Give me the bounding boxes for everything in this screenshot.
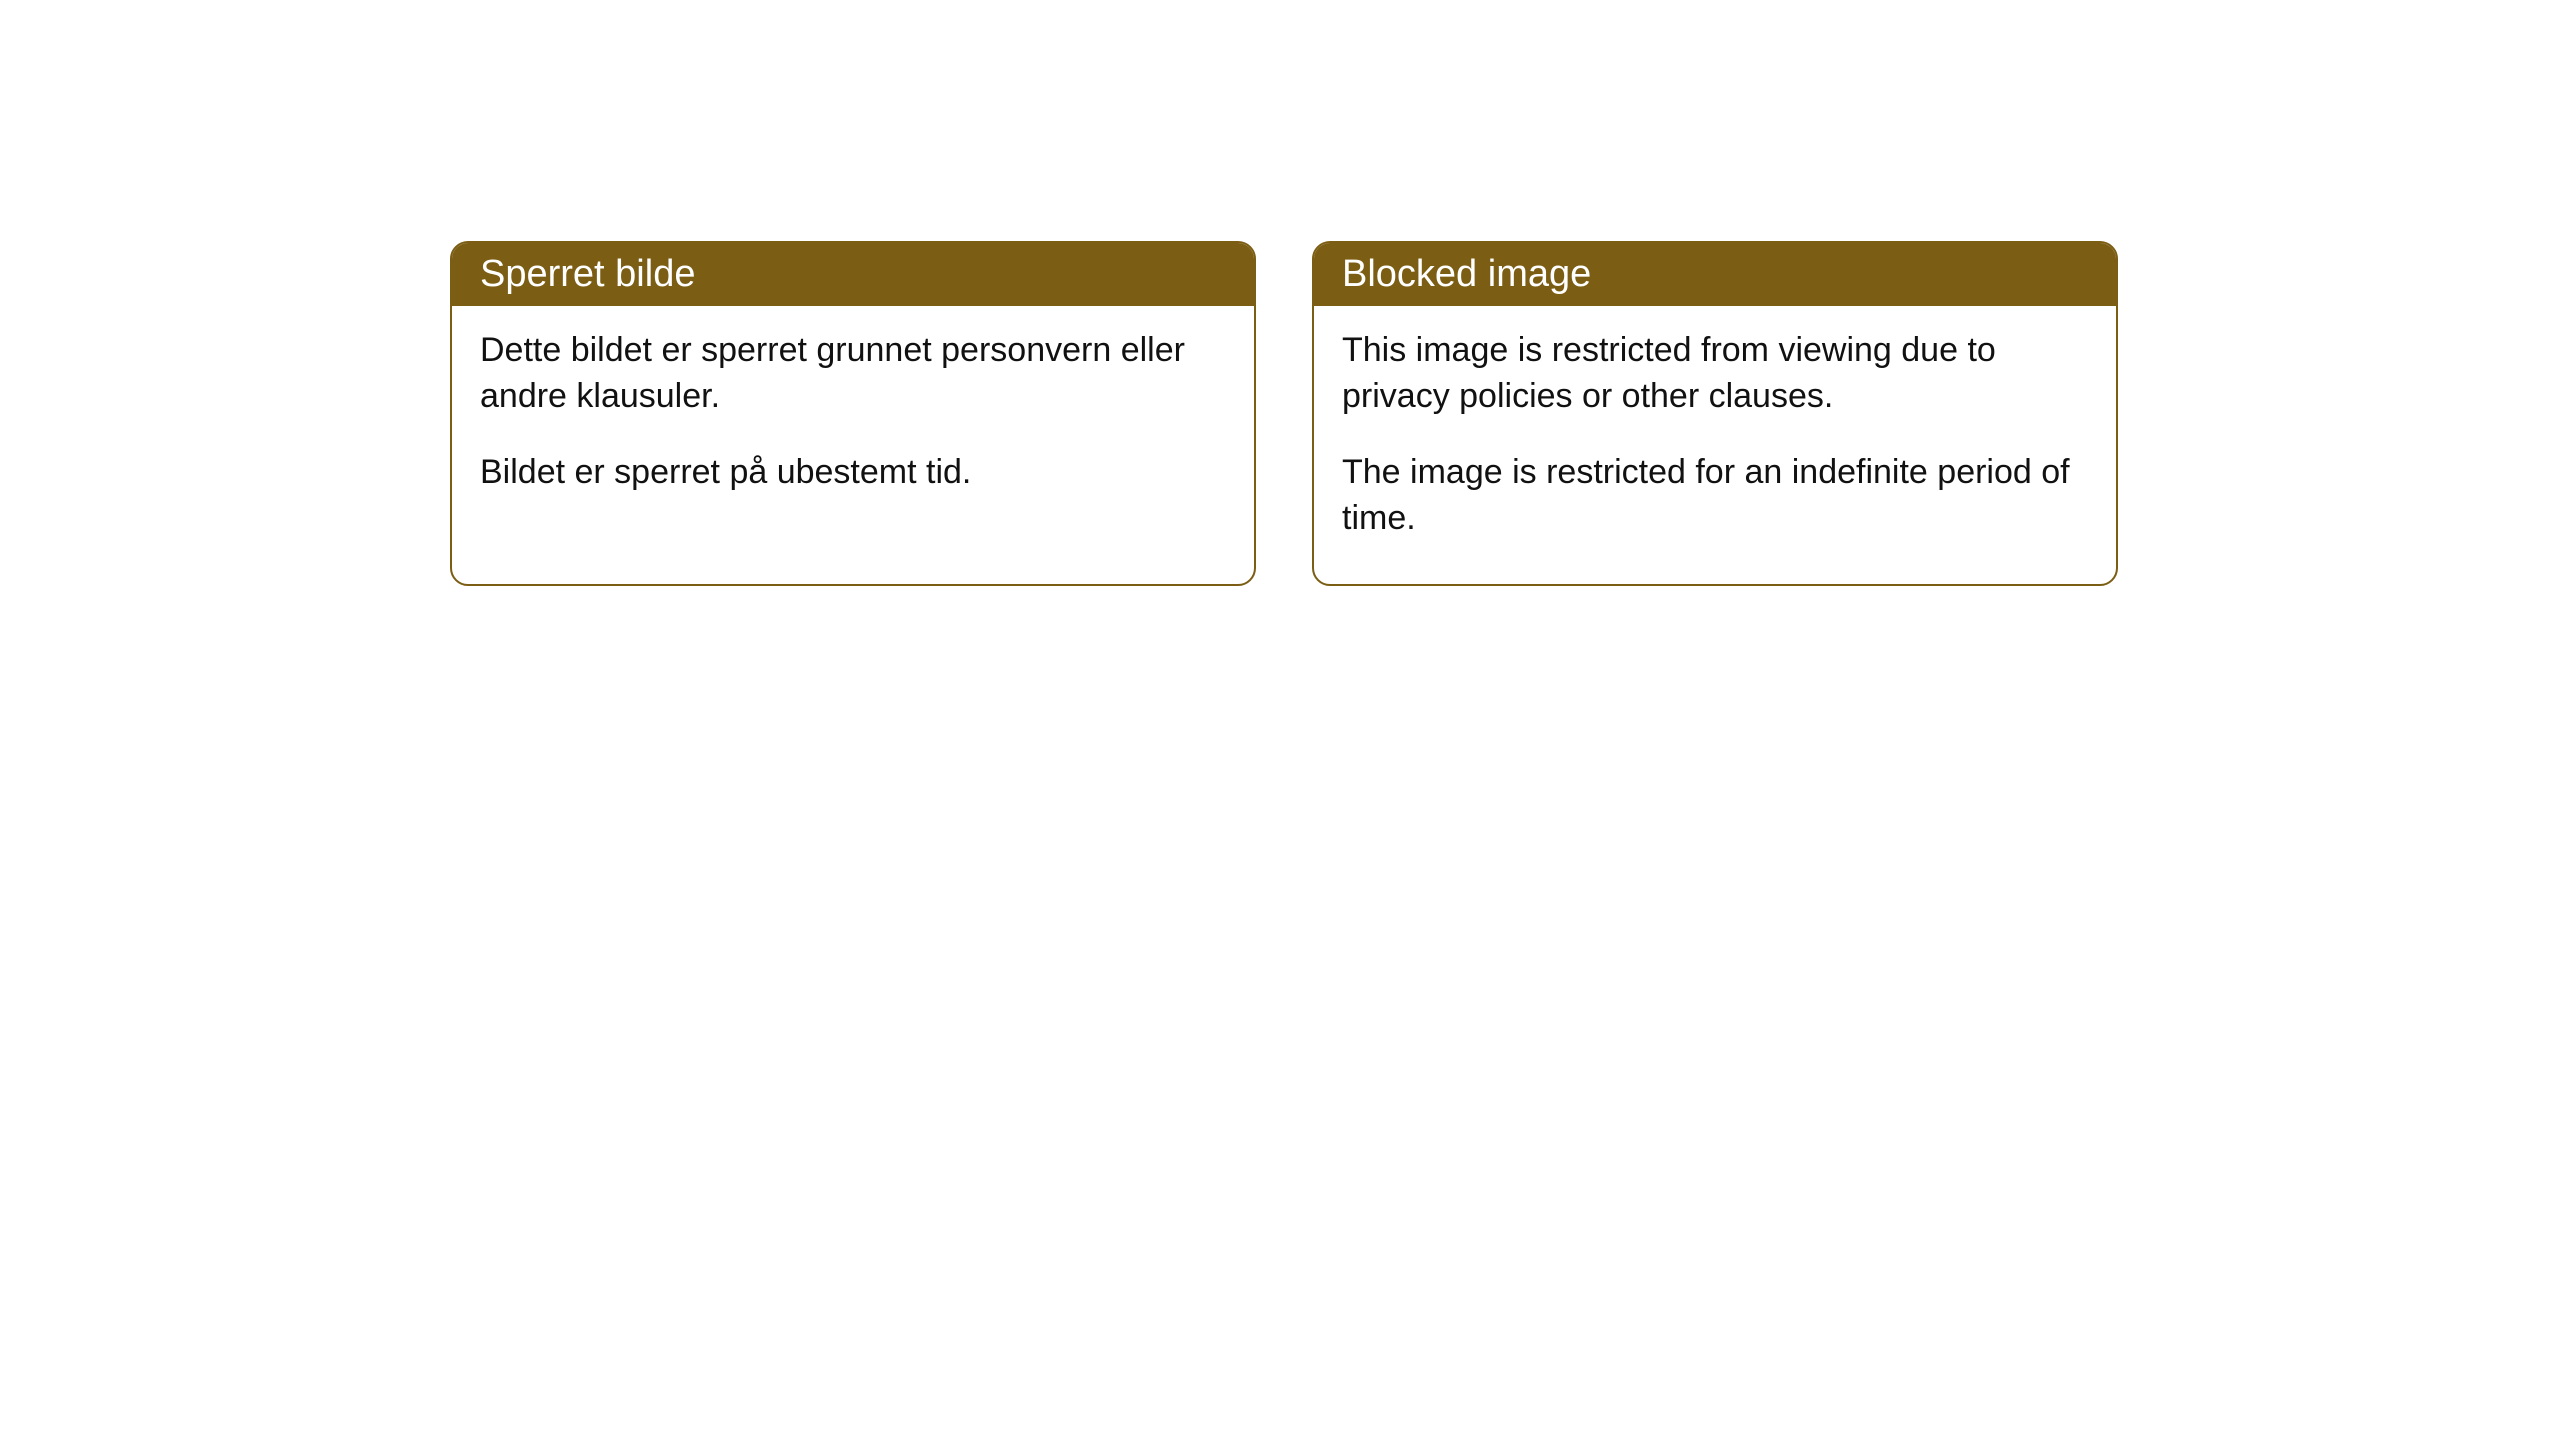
notice-card-title: Blocked image	[1342, 253, 1591, 295]
notice-card-title: Sperret bilde	[480, 253, 695, 295]
notice-cards-container: Sperret bilde Dette bildet er sperret gr…	[450, 241, 2118, 586]
notice-text-2: The image is restricted for an indefinit…	[1342, 450, 2088, 542]
notice-text-1: Dette bildet er sperret grunnet personve…	[480, 328, 1226, 420]
notice-card-norwegian: Sperret bilde Dette bildet er sperret gr…	[450, 241, 1256, 586]
notice-card-body: This image is restricted from viewing du…	[1314, 306, 2116, 584]
notice-text-2: Bildet er sperret på ubestemt tid.	[480, 450, 1226, 496]
notice-card-header: Blocked image	[1314, 243, 2116, 306]
notice-card-body: Dette bildet er sperret grunnet personve…	[452, 306, 1254, 538]
notice-text-1: This image is restricted from viewing du…	[1342, 328, 2088, 420]
notice-card-english: Blocked image This image is restricted f…	[1312, 241, 2118, 586]
notice-card-header: Sperret bilde	[452, 243, 1254, 306]
